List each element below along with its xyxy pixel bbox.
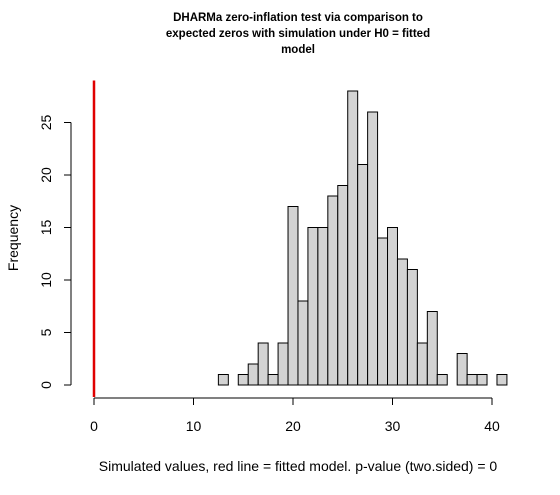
chart-title-line-2: expected zeros with simulation under H0 … [166, 28, 430, 40]
histogram-bar [456, 353, 468, 386]
histogram-bar [406, 269, 418, 386]
chart-title-line-3: model [281, 44, 315, 56]
y-tick-label: 20 [38, 167, 54, 183]
histogram-bar [396, 258, 408, 386]
histogram-bar [436, 374, 448, 386]
y-tick-label: 15 [38, 220, 54, 236]
histogram-bar [307, 227, 319, 386]
histogram-bar [496, 374, 508, 386]
y-tick-label: 10 [38, 272, 54, 288]
y-tick-label: 0 [38, 381, 54, 389]
histogram-bar [257, 342, 269, 386]
y-tick-label: 5 [38, 328, 54, 336]
histogram-bar [466, 374, 478, 386]
histogram-bar [287, 206, 299, 386]
chart-title-line-1: DHARMa zero-inflation test via compariso… [173, 12, 423, 24]
histogram-bar [327, 195, 339, 386]
histogram-bar [476, 374, 488, 386]
histogram-bar [217, 374, 229, 386]
histogram-bar [267, 374, 279, 386]
histogram-bar [416, 342, 428, 386]
x-tick-label: 40 [484, 418, 500, 434]
histogram-bar [317, 227, 329, 386]
histogram-bar [297, 300, 309, 386]
x-axis-label: Simulated values, red line = fitted mode… [99, 458, 498, 474]
histogram-bar [426, 311, 438, 386]
histogram-bars [217, 90, 508, 386]
histogram-bar [357, 164, 369, 386]
histogram-bar [387, 227, 398, 386]
histogram-bar [337, 185, 349, 386]
histogram-bar [347, 90, 359, 386]
x-tick-label: 30 [385, 418, 401, 434]
histogram-bar [377, 237, 389, 386]
histogram-bar [237, 374, 249, 386]
histogram-bar [247, 363, 259, 386]
x-axis: 0 10 20 30 40 [90, 397, 500, 434]
y-tick-label: 25 [38, 115, 54, 131]
histogram-bar [367, 111, 379, 386]
x-tick-label: 0 [90, 418, 98, 434]
x-tick-label: 20 [285, 418, 301, 434]
y-axis: 0 5 10 15 20 25 [38, 115, 72, 389]
y-axis-label: Frequency [5, 205, 21, 271]
histogram-bar [277, 342, 289, 386]
chart-title: DHARMa zero-inflation test via compariso… [166, 12, 430, 56]
x-tick-label: 10 [186, 418, 202, 434]
